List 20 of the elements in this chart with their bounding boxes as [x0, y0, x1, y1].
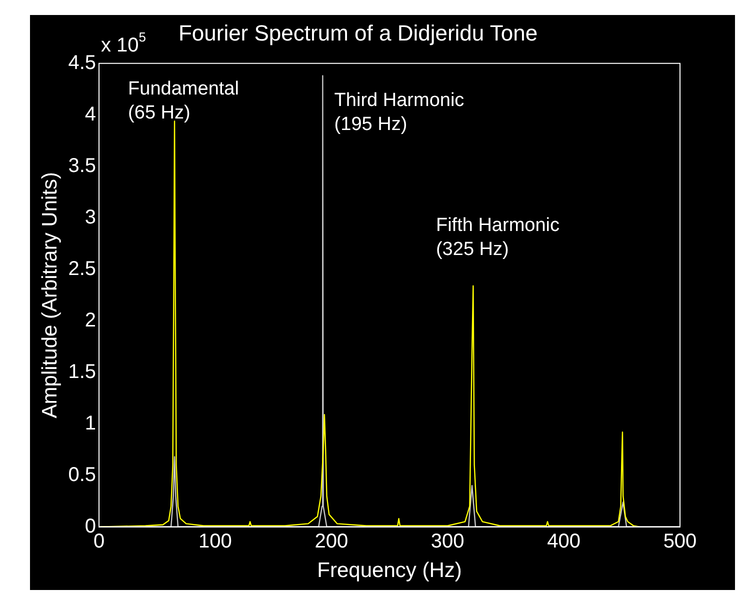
annotation: Third Harmonic (195 Hz): [334, 90, 464, 135]
y-tick-label: 1.5: [68, 360, 96, 383]
y-tick-label: 4: [84, 103, 96, 126]
annotation: Fifth Harmonic (325 Hz): [436, 215, 560, 260]
y-tick-label: 1: [84, 412, 96, 434]
x-tick-label: 300: [430, 530, 464, 552]
y-tick-label: 4.5: [68, 52, 96, 74]
y-tick-label: 0.5: [68, 464, 96, 486]
y-tick-label: 2: [84, 309, 96, 332]
x-axis-title: Frequency (Hz): [317, 559, 462, 582]
x-tick-label: 500: [663, 530, 697, 552]
x-tick-label: 100: [198, 530, 232, 552]
annotation: Fundamental (65 Hz): [128, 78, 239, 124]
chart-title: Fourier Spectrum of a Didjeridu Tone: [178, 20, 538, 46]
y-tick-label: 3: [84, 206, 96, 228]
y-axis-title: Amplitude (Arbitrary Units): [38, 172, 62, 418]
y-tick-label: 2.5: [68, 258, 96, 280]
y-tick-label: 3.5: [68, 154, 96, 177]
x-tick-label: 200: [314, 530, 348, 552]
x-tick-label: 400: [547, 530, 580, 552]
